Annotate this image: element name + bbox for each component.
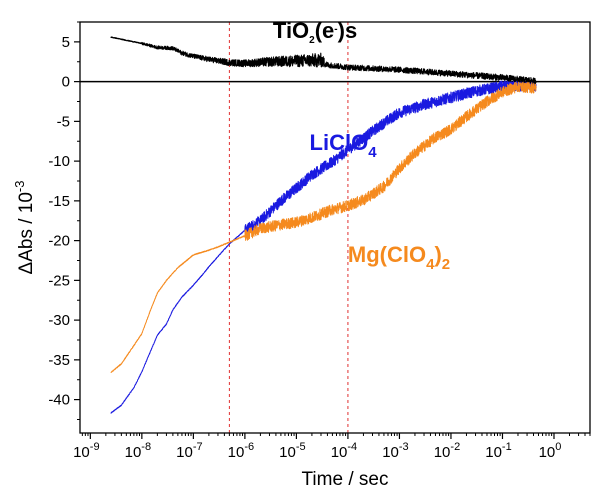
y-tick-label-3: -10: [48, 153, 70, 170]
label-layer: Time / sec ΔAbs / 10-3 LiClO4 Mg(ClO4)2 TiO2…: [12, 18, 450, 490]
x-tick-label-0: 10-9: [73, 441, 99, 461]
x-tick-label-6: 10-3: [382, 441, 408, 461]
y-tick-label-6: -25: [48, 272, 70, 289]
y-tick-label-7: -30: [48, 312, 70, 329]
series-line-1: [110, 80, 537, 374]
series-line-2: [110, 36, 537, 85]
x-tick-label-7: 10-2: [434, 441, 460, 461]
y-tick-label-0: 5: [62, 34, 70, 51]
y-tick-label-8: -35: [48, 352, 70, 369]
x-tick-label-3: 10-6: [228, 441, 254, 461]
series-label-1: Mg(ClO4)2: [348, 242, 450, 273]
x-tick-label-4: 10-5: [279, 441, 305, 461]
y-tick-label-9: -40: [48, 392, 70, 409]
y-axis-title: ΔAbs / 10-3: [12, 181, 37, 275]
x-tick-label-1: 10-8: [125, 441, 151, 461]
x-tick-label-2: 10-7: [176, 441, 202, 461]
x-tick-label-5: 10-4: [331, 441, 357, 461]
x-tick-label-9: 100: [539, 441, 562, 461]
x-tick-label-8: 10-1: [485, 441, 511, 461]
series-label-0: LiClO4: [310, 130, 378, 161]
plot-frame: [79, 21, 591, 434]
x-axis-title: Time / sec: [302, 469, 389, 490]
series-line-0: [110, 80, 537, 414]
series-layer: [110, 36, 537, 414]
y-tick-label-2: -5: [57, 113, 70, 130]
tick-layer: 5 0 -5 -10 -15 -20 -25 -30 -35 -40 10-9 10-8 10-7 10-…: [48, 21, 591, 461]
series-label-2: TiO2(e-)s: [273, 18, 357, 46]
y-tick-label-4: -15: [48, 193, 70, 210]
y-tick-label-5: -20: [48, 233, 70, 250]
y-tick-label-1: 0: [62, 74, 70, 91]
axes-layer: [79, 21, 591, 434]
